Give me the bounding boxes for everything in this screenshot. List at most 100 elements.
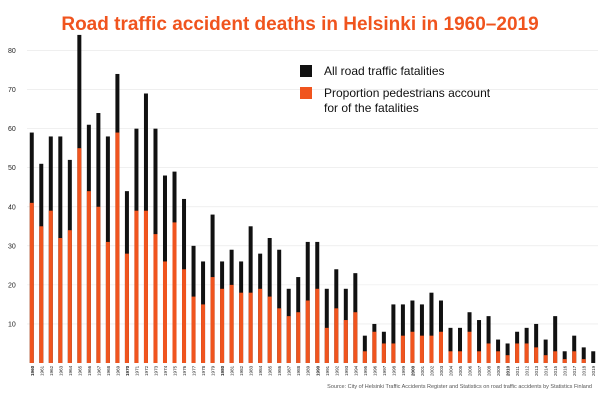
- bar-pedestrians-1986: [277, 308, 282, 363]
- x-tick-label-1973: 1973: [153, 365, 158, 376]
- x-tick-label-1965: 1965: [77, 365, 82, 376]
- bar-pedestrians-1980: [220, 288, 225, 363]
- bar-pedestrians-1961: [39, 226, 44, 363]
- y-tick-label: 20: [8, 282, 16, 289]
- bar-all-2002: [429, 292, 434, 363]
- bar-pedestrians-2002: [429, 335, 434, 363]
- gridlines: [27, 50, 598, 325]
- x-tick-label-1967: 1967: [96, 365, 101, 376]
- x-tick-label-1988: 1988: [296, 365, 301, 376]
- x-tick-label-1963: 1963: [58, 365, 63, 376]
- bar-pedestrians-1972: [143, 210, 148, 363]
- x-tick-label-1983: 1983: [249, 365, 254, 376]
- x-tick-label-1992: 1992: [334, 365, 339, 376]
- bar-pedestrians-2016: [562, 359, 567, 363]
- bar-pedestrians-1974: [162, 261, 167, 363]
- bar-pedestrians-2017: [572, 351, 577, 363]
- bar-all-2018: [581, 347, 586, 363]
- legend-label-all-fatalities: All road traffic fatalities: [324, 64, 445, 78]
- bar-pedestrians-1982: [239, 292, 244, 363]
- y-tick-label: 60: [8, 126, 16, 133]
- x-tick-label-2005: 2005: [458, 365, 463, 376]
- bar-pedestrians-1977: [191, 296, 196, 363]
- bar-pedestrians-2011: [515, 343, 520, 363]
- x-tick-label-2017: 2017: [572, 365, 577, 376]
- bar-pedestrians-2005: [458, 351, 463, 363]
- bar-all-1995: [362, 335, 367, 363]
- x-tick-label-2000: 2000: [410, 365, 415, 376]
- bar-pedestrians-1993: [343, 320, 348, 363]
- bar-pedestrians-1979: [210, 277, 215, 363]
- x-tick-label-1974: 1974: [163, 365, 168, 376]
- bar-pedestrians-1988: [296, 312, 301, 363]
- bar-pedestrians-1985: [267, 296, 272, 363]
- x-tick-label-1978: 1978: [201, 365, 206, 376]
- bar-all-1986: [277, 249, 282, 363]
- bar-pedestrians-1990: [315, 288, 320, 363]
- bar-pedestrians-2008: [486, 343, 491, 363]
- bar-pedestrians-1987: [286, 316, 291, 363]
- x-tick-label-1998: 1998: [391, 365, 396, 376]
- bar-pedestrians-1973: [153, 234, 158, 363]
- bar-pedestrians-1978: [201, 304, 206, 363]
- bar-pedestrians-1976: [182, 269, 187, 363]
- y-tick-label: 30: [8, 243, 16, 250]
- bar-all-1998: [391, 304, 396, 363]
- bar-pedestrians-2006: [467, 331, 472, 363]
- x-tick-label-1969: 1969: [115, 365, 120, 376]
- bar-pedestrians-2003: [438, 331, 443, 363]
- x-tick-label-1995: 1995: [363, 365, 368, 376]
- bar-all-2015: [553, 316, 558, 363]
- bar-pedestrians-1996: [372, 331, 377, 363]
- legend-swatch-black: [300, 65, 312, 77]
- x-tick-label-1989: 1989: [306, 365, 311, 376]
- bar-pedestrians-1968: [105, 241, 110, 363]
- bar-pedestrians-1960: [29, 202, 34, 363]
- x-tick-label-1968: 1968: [106, 365, 111, 376]
- x-tick-label-1960: 1960: [30, 365, 35, 376]
- bar-all-2010: [505, 343, 510, 363]
- bar-pedestrians-1984: [258, 288, 263, 363]
- bar-all-2017: [572, 335, 577, 363]
- y-tick-label: 10: [8, 321, 16, 328]
- x-tick-label-1961: 1961: [39, 365, 44, 376]
- bar-pedestrians-1983: [248, 292, 253, 363]
- bar-pedestrians-1965: [77, 148, 82, 363]
- source-note: Source: City of Helsinki Traffic Acciden…: [327, 384, 592, 390]
- bar-pedestrians-2015: [553, 351, 558, 363]
- x-tick-label-1996: 1996: [372, 365, 377, 376]
- bar-all-2001: [419, 304, 424, 363]
- x-tick-label-2004: 2004: [448, 365, 453, 376]
- bar-pedestrians-1963: [58, 238, 63, 363]
- bar-all-2016: [562, 351, 567, 363]
- bar-pedestrians-1995: [362, 351, 367, 363]
- bar-pedestrians-1967: [96, 206, 101, 363]
- bar-pedestrians-1971: [134, 210, 139, 363]
- x-tick-label-2008: 2008: [487, 365, 492, 376]
- x-tick-label-1990: 1990: [315, 365, 320, 376]
- y-tick-label: 70: [8, 87, 16, 94]
- bar-pedestrians-2018: [581, 359, 586, 363]
- x-tick-label-1971: 1971: [134, 365, 139, 376]
- bar-pedestrians-1994: [353, 312, 358, 363]
- x-tick-label-2007: 2007: [477, 365, 482, 376]
- x-axis-ticks: 1960 1961 1962 1963 1964 1965 1966 1967 1968 1969…: [30, 365, 596, 376]
- x-tick-label-2014: 2014: [544, 365, 549, 376]
- x-tick-label-1979: 1979: [211, 365, 216, 376]
- bar-pedestrians-2013: [534, 347, 539, 363]
- x-tick-label-2006: 2006: [468, 365, 473, 376]
- bar-pedestrians-1970: [124, 253, 129, 363]
- x-tick-label-2019: 2019: [591, 365, 596, 376]
- x-tick-label-1987: 1987: [287, 365, 292, 376]
- x-tick-label-2009: 2009: [496, 365, 501, 376]
- bar-pedestrians-2009: [496, 351, 501, 363]
- bar-pedestrians-1975: [172, 222, 177, 363]
- x-tick-label-1984: 1984: [258, 365, 263, 376]
- x-tick-label-1962: 1962: [49, 365, 54, 376]
- x-tick-label-1991: 1991: [325, 365, 330, 376]
- bar-all-2008: [486, 316, 491, 363]
- x-tick-label-1964: 1964: [68, 365, 73, 376]
- bar-pedestrians-1997: [381, 343, 386, 363]
- x-tick-label-1985: 1985: [268, 365, 273, 376]
